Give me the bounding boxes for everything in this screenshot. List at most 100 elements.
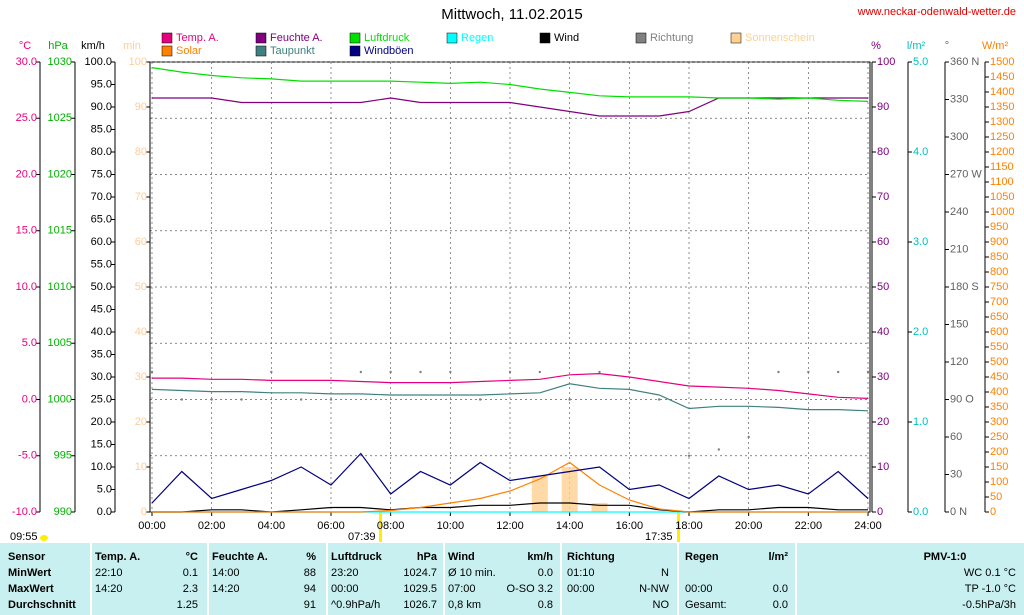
chart-title: Mittwoch, 11.02.2015 xyxy=(441,6,582,23)
y-tick-label: 330 xyxy=(950,93,968,105)
y-tick-label: -5.0 xyxy=(18,450,37,462)
table-cell: 0.1 xyxy=(183,567,198,579)
y-tick-label: 10 xyxy=(135,461,147,473)
y-tick-label: 0 xyxy=(141,506,147,518)
y-tick-label: 75.0 xyxy=(91,168,112,180)
y-tick-label: 550 xyxy=(990,341,1008,353)
table-cell: -0.5hPa/3h xyxy=(962,599,1016,611)
y-tick-label: 240 xyxy=(950,206,968,218)
y-tick-label: 950 xyxy=(990,221,1008,233)
table-header: PMV-1:0 xyxy=(924,551,967,563)
x-tick-label: 02:00 xyxy=(198,520,226,532)
x-tick-label: 00:00 xyxy=(138,520,166,532)
y-axis-title: hPa xyxy=(48,40,68,52)
y-tick-label: 65.0 xyxy=(91,213,112,225)
x-tick-label: 20:00 xyxy=(735,520,763,532)
row-label: MinWert xyxy=(8,567,52,579)
table-cell: 01:10 xyxy=(567,567,595,579)
table-cell: 0.0 xyxy=(773,583,788,595)
y-tick-label: 200 xyxy=(990,446,1008,458)
table-cell: 2.3 xyxy=(183,583,198,595)
y-tick-label: 100 xyxy=(129,56,147,68)
y-tick-label: 700 xyxy=(990,296,1008,308)
series-point xyxy=(807,370,810,374)
legend-label: Solar xyxy=(176,45,202,57)
table-band xyxy=(562,543,677,615)
y-axis-title: °C xyxy=(19,40,31,52)
sunrise-time: 07:39 xyxy=(348,531,376,543)
y-tick-label: 15.0 xyxy=(16,225,37,237)
y-tick-label: 300 xyxy=(950,131,968,143)
series-point xyxy=(299,398,303,401)
table-cell: 91 xyxy=(304,599,316,611)
table-band xyxy=(209,543,326,615)
table-header: Regen xyxy=(685,551,719,563)
series-line xyxy=(152,372,869,399)
legend-swatch xyxy=(730,32,742,44)
legend-label: Luftdruck xyxy=(364,32,410,44)
series-point xyxy=(240,398,243,401)
table-cell: 14:20 xyxy=(95,583,123,595)
table-header: Temp. A. xyxy=(95,551,140,563)
table-cell: 00:00 xyxy=(567,583,595,595)
y-tick-label: 300 xyxy=(990,416,1008,428)
table-header: Richtung xyxy=(567,551,615,563)
table-band xyxy=(92,543,207,615)
table-cell: ^0.9hPa/h xyxy=(331,599,380,611)
y-tick-label: 1050 xyxy=(990,191,1014,203)
table-header: Luftdruck xyxy=(331,551,383,563)
y-tick-label: 10.0 xyxy=(16,281,37,293)
table-cell: 0.0 xyxy=(773,599,788,611)
table-header: °C xyxy=(186,551,198,563)
series-line xyxy=(151,67,869,102)
table-cell: 0.8 xyxy=(538,599,553,611)
legend-swatch xyxy=(349,32,361,44)
series-point xyxy=(478,398,482,401)
table-cell: 88 xyxy=(304,567,316,579)
legend-swatch xyxy=(349,45,361,57)
table-cell: 0.0 xyxy=(538,567,553,579)
y-tick-label: 90.0 xyxy=(91,101,112,113)
y-tick-label: 20.0 xyxy=(91,416,112,428)
source-url: www.neckar-odenwald-wetter.de xyxy=(857,6,1016,18)
series-point xyxy=(359,370,363,374)
table-cell: 22:10 xyxy=(95,567,123,579)
y-tick-label: 20 xyxy=(877,416,889,428)
table-band xyxy=(328,543,443,615)
sunrise-marker xyxy=(379,512,382,542)
y-tick-label: 50.0 xyxy=(91,281,112,293)
y-tick-label: 1150 xyxy=(990,161,1014,173)
row-label: Durchschnitt xyxy=(8,599,76,611)
y-tick-label: 40.0 xyxy=(91,326,112,338)
y-tick-label: 90 xyxy=(135,101,147,113)
series-line xyxy=(152,461,868,513)
y-tick-label: 210 xyxy=(950,243,968,255)
table-cell: Ø 10 min. xyxy=(448,567,496,579)
y-tick-label: 1200 xyxy=(990,146,1014,158)
y-tick-label: 10 xyxy=(877,461,889,473)
y-tick-label: 25.0 xyxy=(16,112,37,124)
series-line xyxy=(151,452,869,504)
y-tick-label: 1500 xyxy=(990,56,1014,68)
y-tick-label: 30.0 xyxy=(16,56,37,68)
x-tick-label: 08:00 xyxy=(377,520,405,532)
x-tick-label: 10:00 xyxy=(437,520,465,532)
legend-label: Richtung xyxy=(650,32,693,44)
table-header: % xyxy=(306,551,316,563)
y-tick-label: 70.0 xyxy=(91,191,112,203)
table-header: Feuchte A. xyxy=(212,551,268,563)
y-tick-label: 40 xyxy=(877,326,889,338)
y-tick-label: 1025 xyxy=(48,112,72,124)
legend-label: Feuchte A. xyxy=(270,32,323,44)
series-bar xyxy=(561,467,578,512)
x-tick-label: 14:00 xyxy=(556,520,584,532)
y-tick-label: 1400 xyxy=(990,86,1014,98)
y-axis-title: W/m² xyxy=(982,40,1009,52)
y-tick-label: 50 xyxy=(135,281,147,293)
y-tick-label: 450 xyxy=(990,371,1008,383)
y-tick-label: 35.0 xyxy=(91,348,112,360)
y-tick-label: 1300 xyxy=(990,116,1014,128)
legend-label: Sonnenschein xyxy=(745,32,815,44)
y-tick-label: 1450 xyxy=(990,71,1014,83)
x-tick-label: 12:00 xyxy=(496,520,524,532)
